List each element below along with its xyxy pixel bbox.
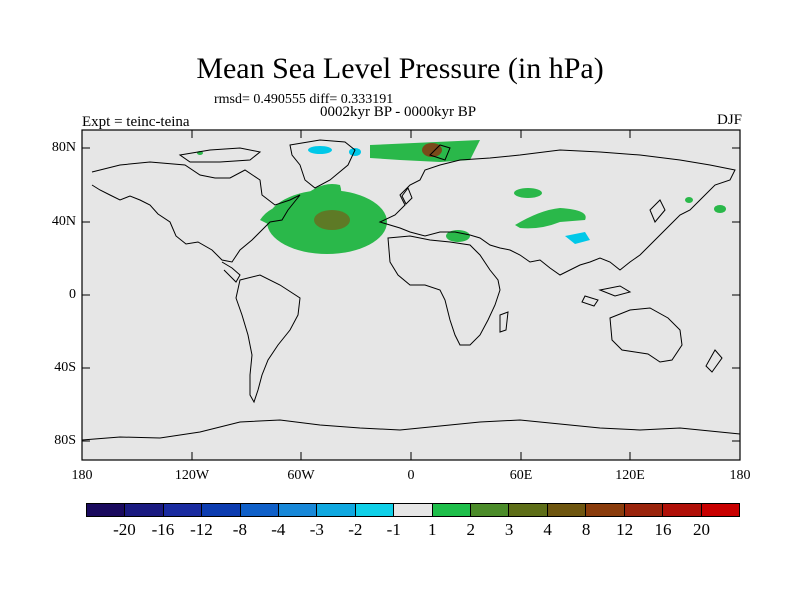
positive-anomaly-central-asia: [514, 188, 542, 198]
lon-label-0: 0: [407, 468, 415, 483]
positive-anomaly-south-asia: [515, 208, 586, 229]
color-legend: [86, 503, 740, 517]
legend-label-12: 8: [581, 520, 591, 539]
coastline-north-america: [91, 161, 301, 263]
experiment-label: Expt = teinc-teina: [82, 114, 190, 130]
lon-label-120e: 120E: [615, 468, 645, 483]
legend-swatch-14: [624, 504, 664, 516]
lat-label-0: 0: [69, 287, 76, 302]
lat-label-40s: 40S: [54, 360, 76, 375]
lon-label-180e: 180: [729, 468, 751, 483]
legend-swatch-15: [663, 504, 702, 516]
lon-label-180w: 180: [71, 468, 93, 483]
positive-anomaly-mediterranean: [446, 230, 470, 242]
legend-label-1: -16: [151, 520, 175, 539]
legend-label-7: -1: [386, 520, 401, 539]
lon-label-60e: 60E: [509, 468, 533, 483]
season-label: DJF: [716, 112, 742, 128]
coastline-africa: [387, 235, 501, 346]
map-background: [82, 130, 740, 460]
strong-anomaly-atlantic-core: [314, 210, 350, 230]
anomaly-patches: [197, 140, 726, 254]
coastline-eurasia: [378, 149, 736, 276]
lat-label-40n: 40N: [51, 214, 76, 229]
strong-anomaly-scandinavia-core: [422, 143, 442, 157]
legend-label-13: 12: [616, 520, 634, 539]
legend-swatch-1: [125, 504, 164, 516]
legend-swatch-11: [509, 504, 548, 516]
lat-label-80s: 80S: [54, 433, 76, 448]
legend-label-3: -8: [232, 520, 247, 539]
coastline-south-america: [235, 274, 301, 404]
legend-swatch-10: [471, 504, 510, 516]
legend-swatch-8: [394, 504, 433, 516]
legend-label-9: 2: [466, 520, 475, 539]
legend-swatch-7: [355, 504, 395, 516]
legend-swatch-2: [163, 504, 203, 516]
legend-label-8: 1: [427, 520, 437, 539]
legend-label-14: 16: [654, 520, 672, 539]
legend-swatch-3: [202, 504, 241, 516]
lon-label-60w: 60W: [287, 468, 315, 483]
legend-label-11: 4: [543, 520, 552, 539]
map-title: Mean Sea Level Pressure (in hPa): [196, 52, 604, 85]
legend-swatch-13: [586, 504, 625, 516]
legend-label-2: -12: [190, 520, 213, 539]
legend-swatch-16: [701, 504, 739, 516]
lat-label-80n: 80N: [51, 140, 76, 155]
legend-label-0: -20: [113, 520, 136, 539]
legend-swatch-5: [279, 504, 318, 516]
legend-swatch-9: [432, 504, 472, 516]
negative-anomaly-arctic: [308, 146, 332, 154]
legend-swatch-6: [317, 504, 356, 516]
negative-anomaly-tibet: [565, 232, 590, 244]
legend-label-6: -2: [348, 520, 363, 539]
legend-swatch-4: [240, 504, 280, 516]
coastlines: [81, 139, 741, 441]
lon-label-120w: 120W: [174, 468, 210, 483]
legend-label-5: -3: [309, 520, 324, 539]
rmsd-diff-stats: rmsd= 0.490555 diff= 0.333191: [214, 92, 394, 107]
coastline-antarctica: [81, 419, 741, 441]
legend-label-4: -4: [271, 520, 286, 539]
coastline-australia: [609, 307, 683, 363]
legend-swatch-0: [87, 504, 126, 516]
axis-ticks: [82, 130, 740, 460]
coastline-greenland: [289, 139, 356, 189]
legend-swatch-12: [547, 504, 587, 516]
legend-label-15: 20: [693, 520, 711, 539]
time-period: 0002kyr BP - 0000kyr BP: [320, 104, 477, 120]
positive-anomaly-greenland: [300, 184, 342, 205]
legend-label-10: 3: [504, 520, 514, 539]
